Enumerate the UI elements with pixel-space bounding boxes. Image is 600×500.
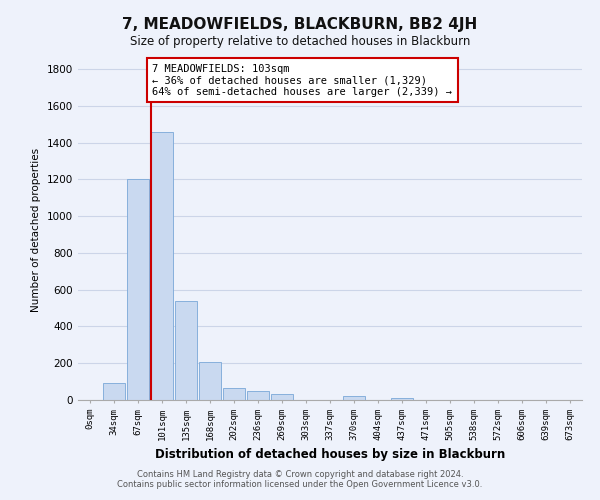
Text: 7 MEADOWFIELDS: 103sqm
← 36% of detached houses are smaller (1,329)
64% of semi-: 7 MEADOWFIELDS: 103sqm ← 36% of detached…	[152, 64, 452, 97]
Bar	[175, 301, 197, 400]
Bar	[391, 398, 413, 400]
Bar	[343, 396, 365, 400]
Text: 7, MEADOWFIELDS, BLACKBURN, BB2 4JH: 7, MEADOWFIELDS, BLACKBURN, BB2 4JH	[122, 18, 478, 32]
Bar	[199, 362, 221, 400]
Bar	[127, 180, 149, 400]
X-axis label: Distribution of detached houses by size in Blackburn: Distribution of detached houses by size …	[155, 448, 505, 461]
Text: Size of property relative to detached houses in Blackburn: Size of property relative to detached ho…	[130, 35, 470, 48]
Bar	[247, 391, 269, 400]
Bar	[151, 132, 173, 400]
Bar	[223, 388, 245, 400]
Text: Contains HM Land Registry data © Crown copyright and database right 2024.
Contai: Contains HM Land Registry data © Crown c…	[118, 470, 482, 489]
Bar	[103, 384, 125, 400]
Bar	[271, 394, 293, 400]
Y-axis label: Number of detached properties: Number of detached properties	[31, 148, 41, 312]
